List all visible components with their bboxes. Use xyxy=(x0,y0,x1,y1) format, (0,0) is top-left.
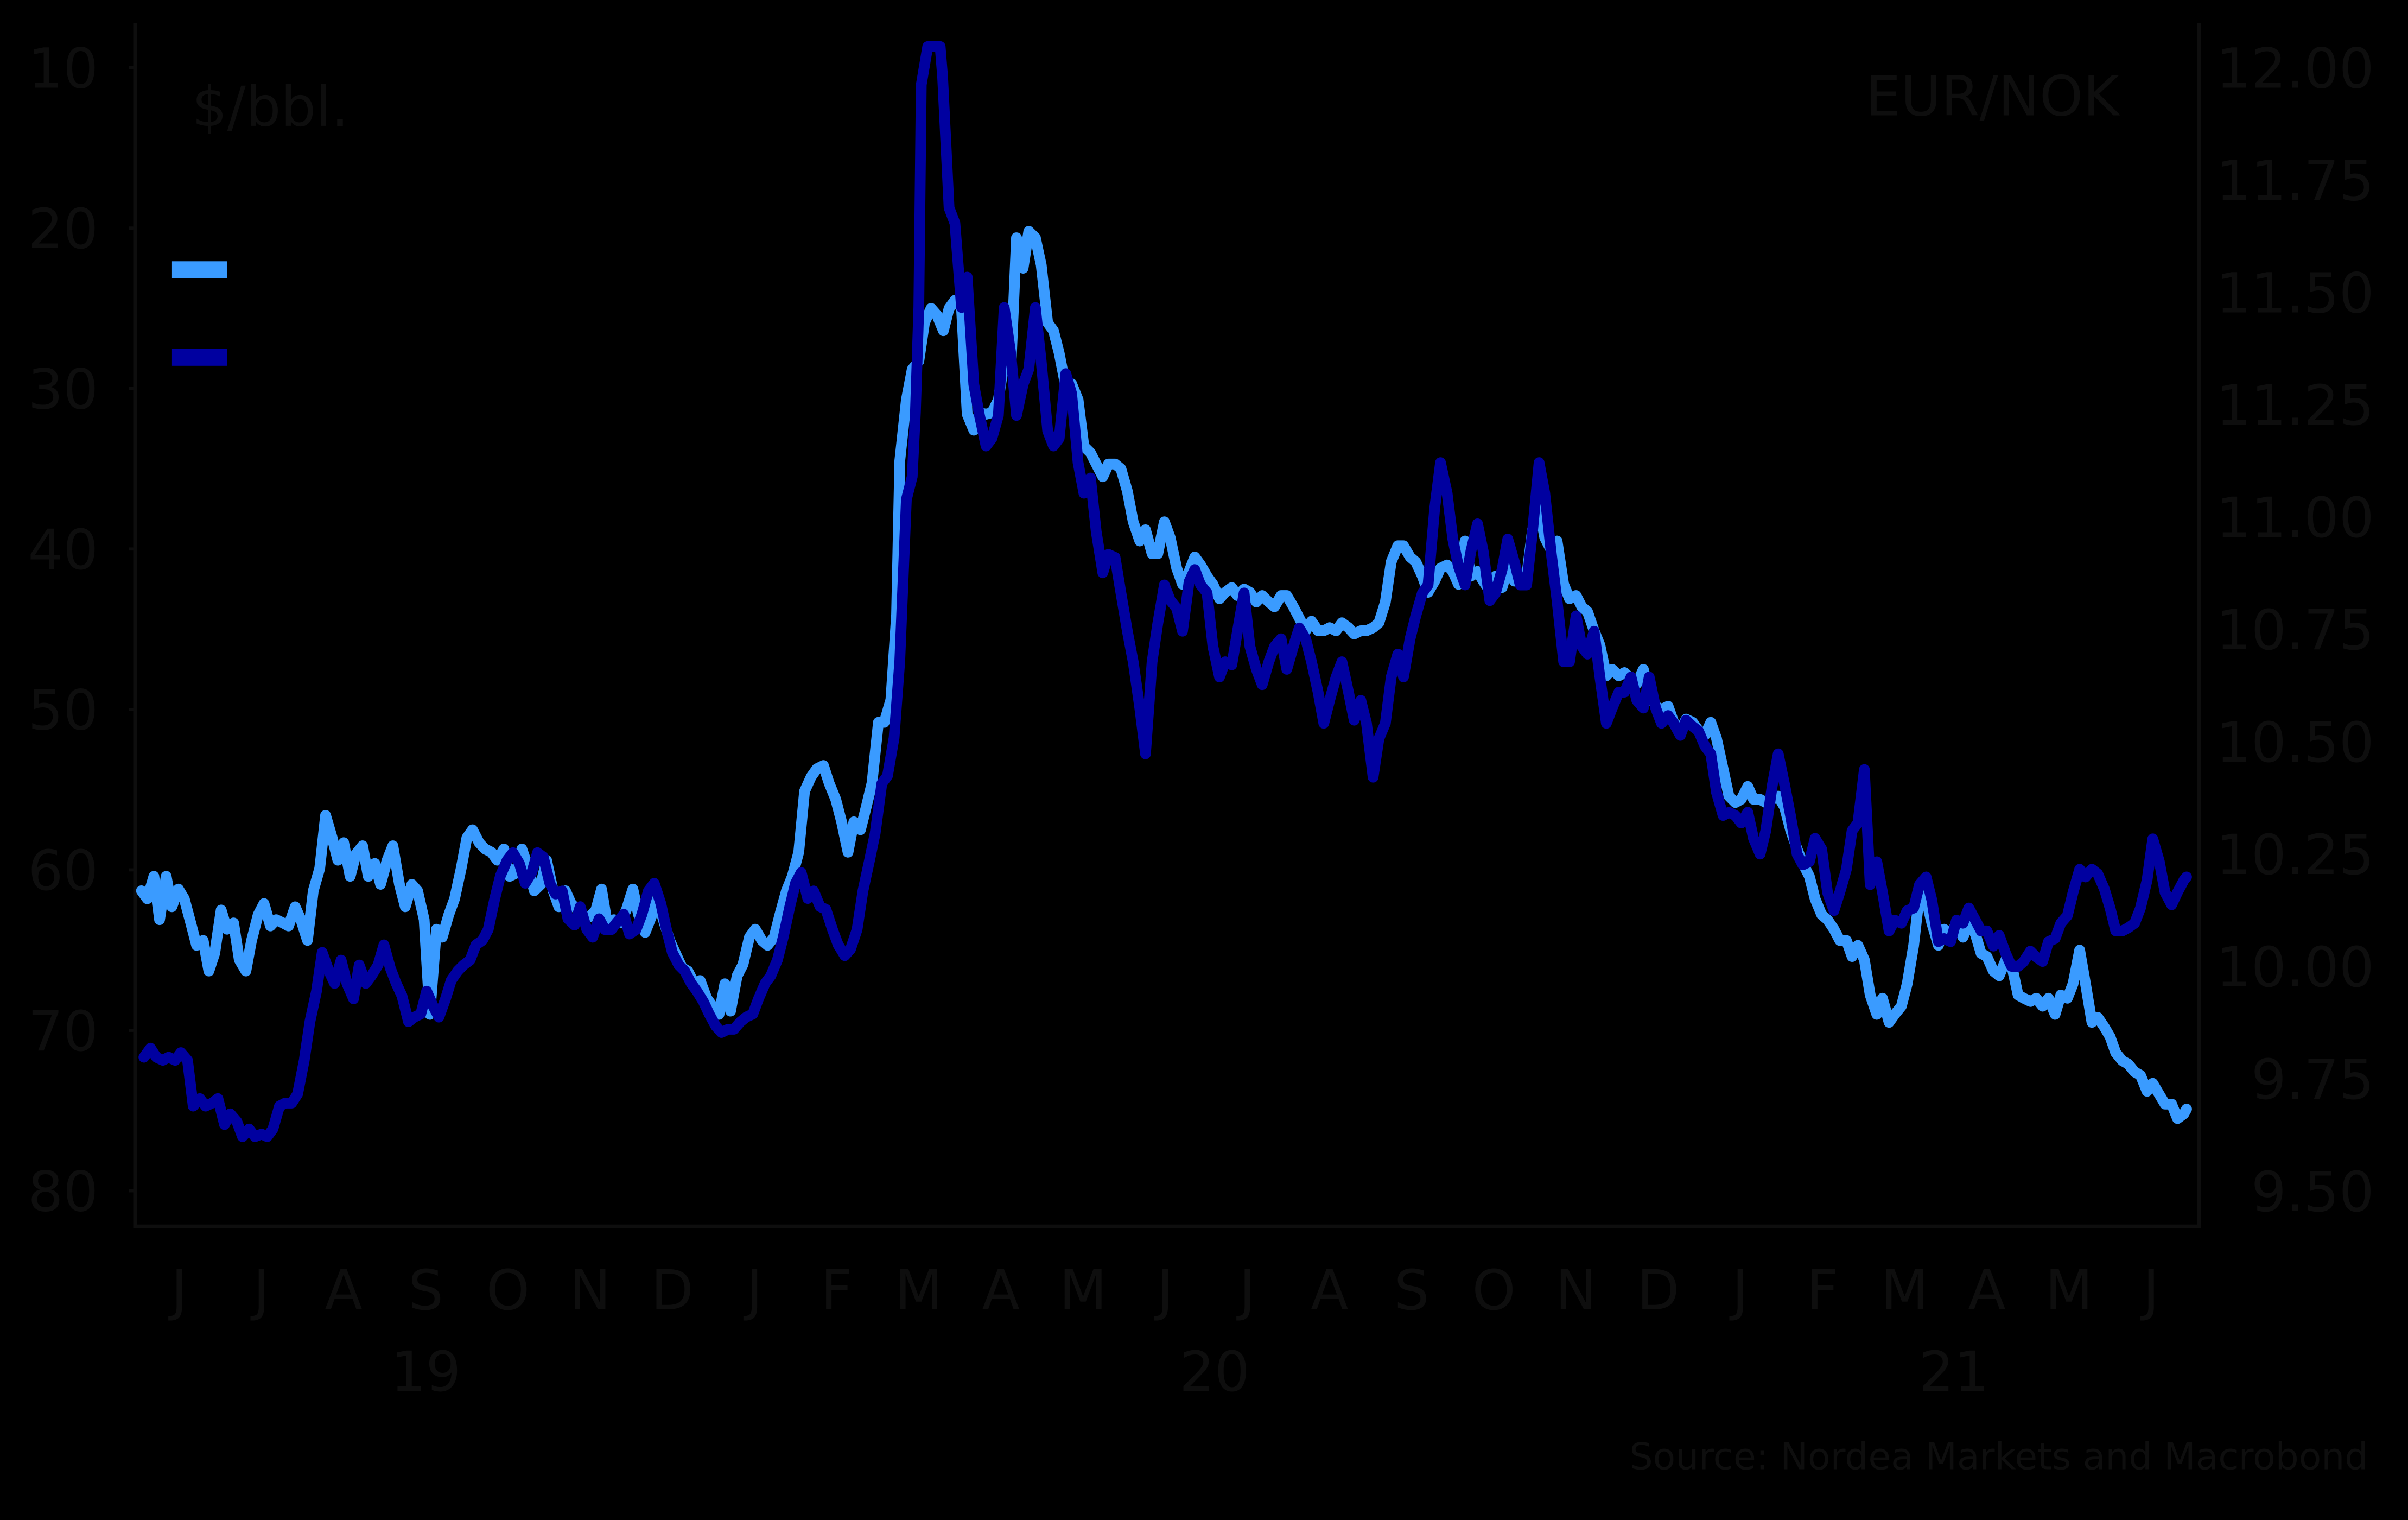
year-label: 20 xyxy=(1179,1340,1250,1404)
month-label: J xyxy=(1154,1258,1173,1323)
series-lines xyxy=(136,41,2192,1142)
month-label: N xyxy=(1555,1258,1597,1323)
left-tick-label: 20 xyxy=(28,197,98,262)
right-tick-label: 12.00 xyxy=(2216,36,2374,101)
month-label: J xyxy=(743,1258,763,1323)
eurnok-line xyxy=(138,41,2192,1142)
plot-frame xyxy=(133,23,2201,1228)
month-label: M xyxy=(2045,1258,2093,1323)
right-tick-label: 11.25 xyxy=(2216,373,2374,438)
legend-swatch-oil xyxy=(171,261,227,278)
month-label: J xyxy=(250,1258,270,1323)
left-tick-label: 10 xyxy=(28,36,98,101)
month-label: J xyxy=(1729,1258,1749,1323)
month-label: J xyxy=(1236,1258,1255,1323)
month-label: D xyxy=(1637,1258,1679,1323)
right-axis-unit: EUR/NOK xyxy=(1866,64,2120,129)
month-label: F xyxy=(1807,1258,1839,1323)
month-label: O xyxy=(486,1258,530,1323)
month-label: F xyxy=(821,1258,853,1323)
month-label: S xyxy=(408,1258,443,1323)
right-axis-ticks: 12.00 11.75 11.50 11.25 11.00 10.75 10.50 10.25… xyxy=(2216,36,2374,1225)
left-tick-label: 80 xyxy=(28,1160,98,1224)
right-tick-label: 10.75 xyxy=(2216,598,2374,663)
month-label: O xyxy=(1472,1258,1516,1323)
legend-swatch-eurnok xyxy=(171,349,227,366)
left-tick-label: 30 xyxy=(28,357,98,422)
left-axis-ticks: 10 20 30 40 50 60 70 80 xyxy=(28,36,136,1224)
right-tick-label: 11.00 xyxy=(2216,486,2374,550)
right-tick-label: 10.00 xyxy=(2216,935,2374,1000)
year-label: 19 xyxy=(391,1340,461,1404)
source-note: Source: Nordea Markets and Macrobond xyxy=(1630,1436,2368,1479)
right-tick-label: 9.50 xyxy=(2251,1160,2374,1225)
month-label: M xyxy=(895,1258,943,1323)
right-tick-label: 10.50 xyxy=(2216,711,2374,775)
left-tick-label: 70 xyxy=(28,999,98,1064)
month-label: N xyxy=(569,1258,611,1323)
right-tick-label: 11.75 xyxy=(2216,149,2374,213)
left-tick-label: 60 xyxy=(28,839,98,903)
month-label: D xyxy=(651,1258,693,1323)
right-tick-label: 10.25 xyxy=(2216,823,2374,888)
month-label: J xyxy=(168,1258,187,1323)
month-label: M xyxy=(1881,1258,1929,1323)
right-tick-label: 11.50 xyxy=(2216,261,2374,326)
right-tick-label: 9.75 xyxy=(2251,1048,2374,1112)
oil-price-line xyxy=(136,226,2192,1124)
month-label: M xyxy=(1059,1258,1107,1323)
left-tick-label: 40 xyxy=(28,518,98,582)
month-label: J xyxy=(2140,1258,2159,1323)
month-label: A xyxy=(982,1258,1020,1323)
year-label: 21 xyxy=(1919,1340,1990,1404)
month-label: S xyxy=(1394,1258,1429,1323)
x-axis-year-labels: 19 20 21 xyxy=(391,1340,1989,1404)
month-label: A xyxy=(1311,1258,1349,1323)
left-axis-unit: $/bbl. xyxy=(192,75,349,140)
left-tick-label: 50 xyxy=(28,679,98,743)
month-label: A xyxy=(325,1258,363,1323)
month-label: A xyxy=(1968,1258,2006,1323)
